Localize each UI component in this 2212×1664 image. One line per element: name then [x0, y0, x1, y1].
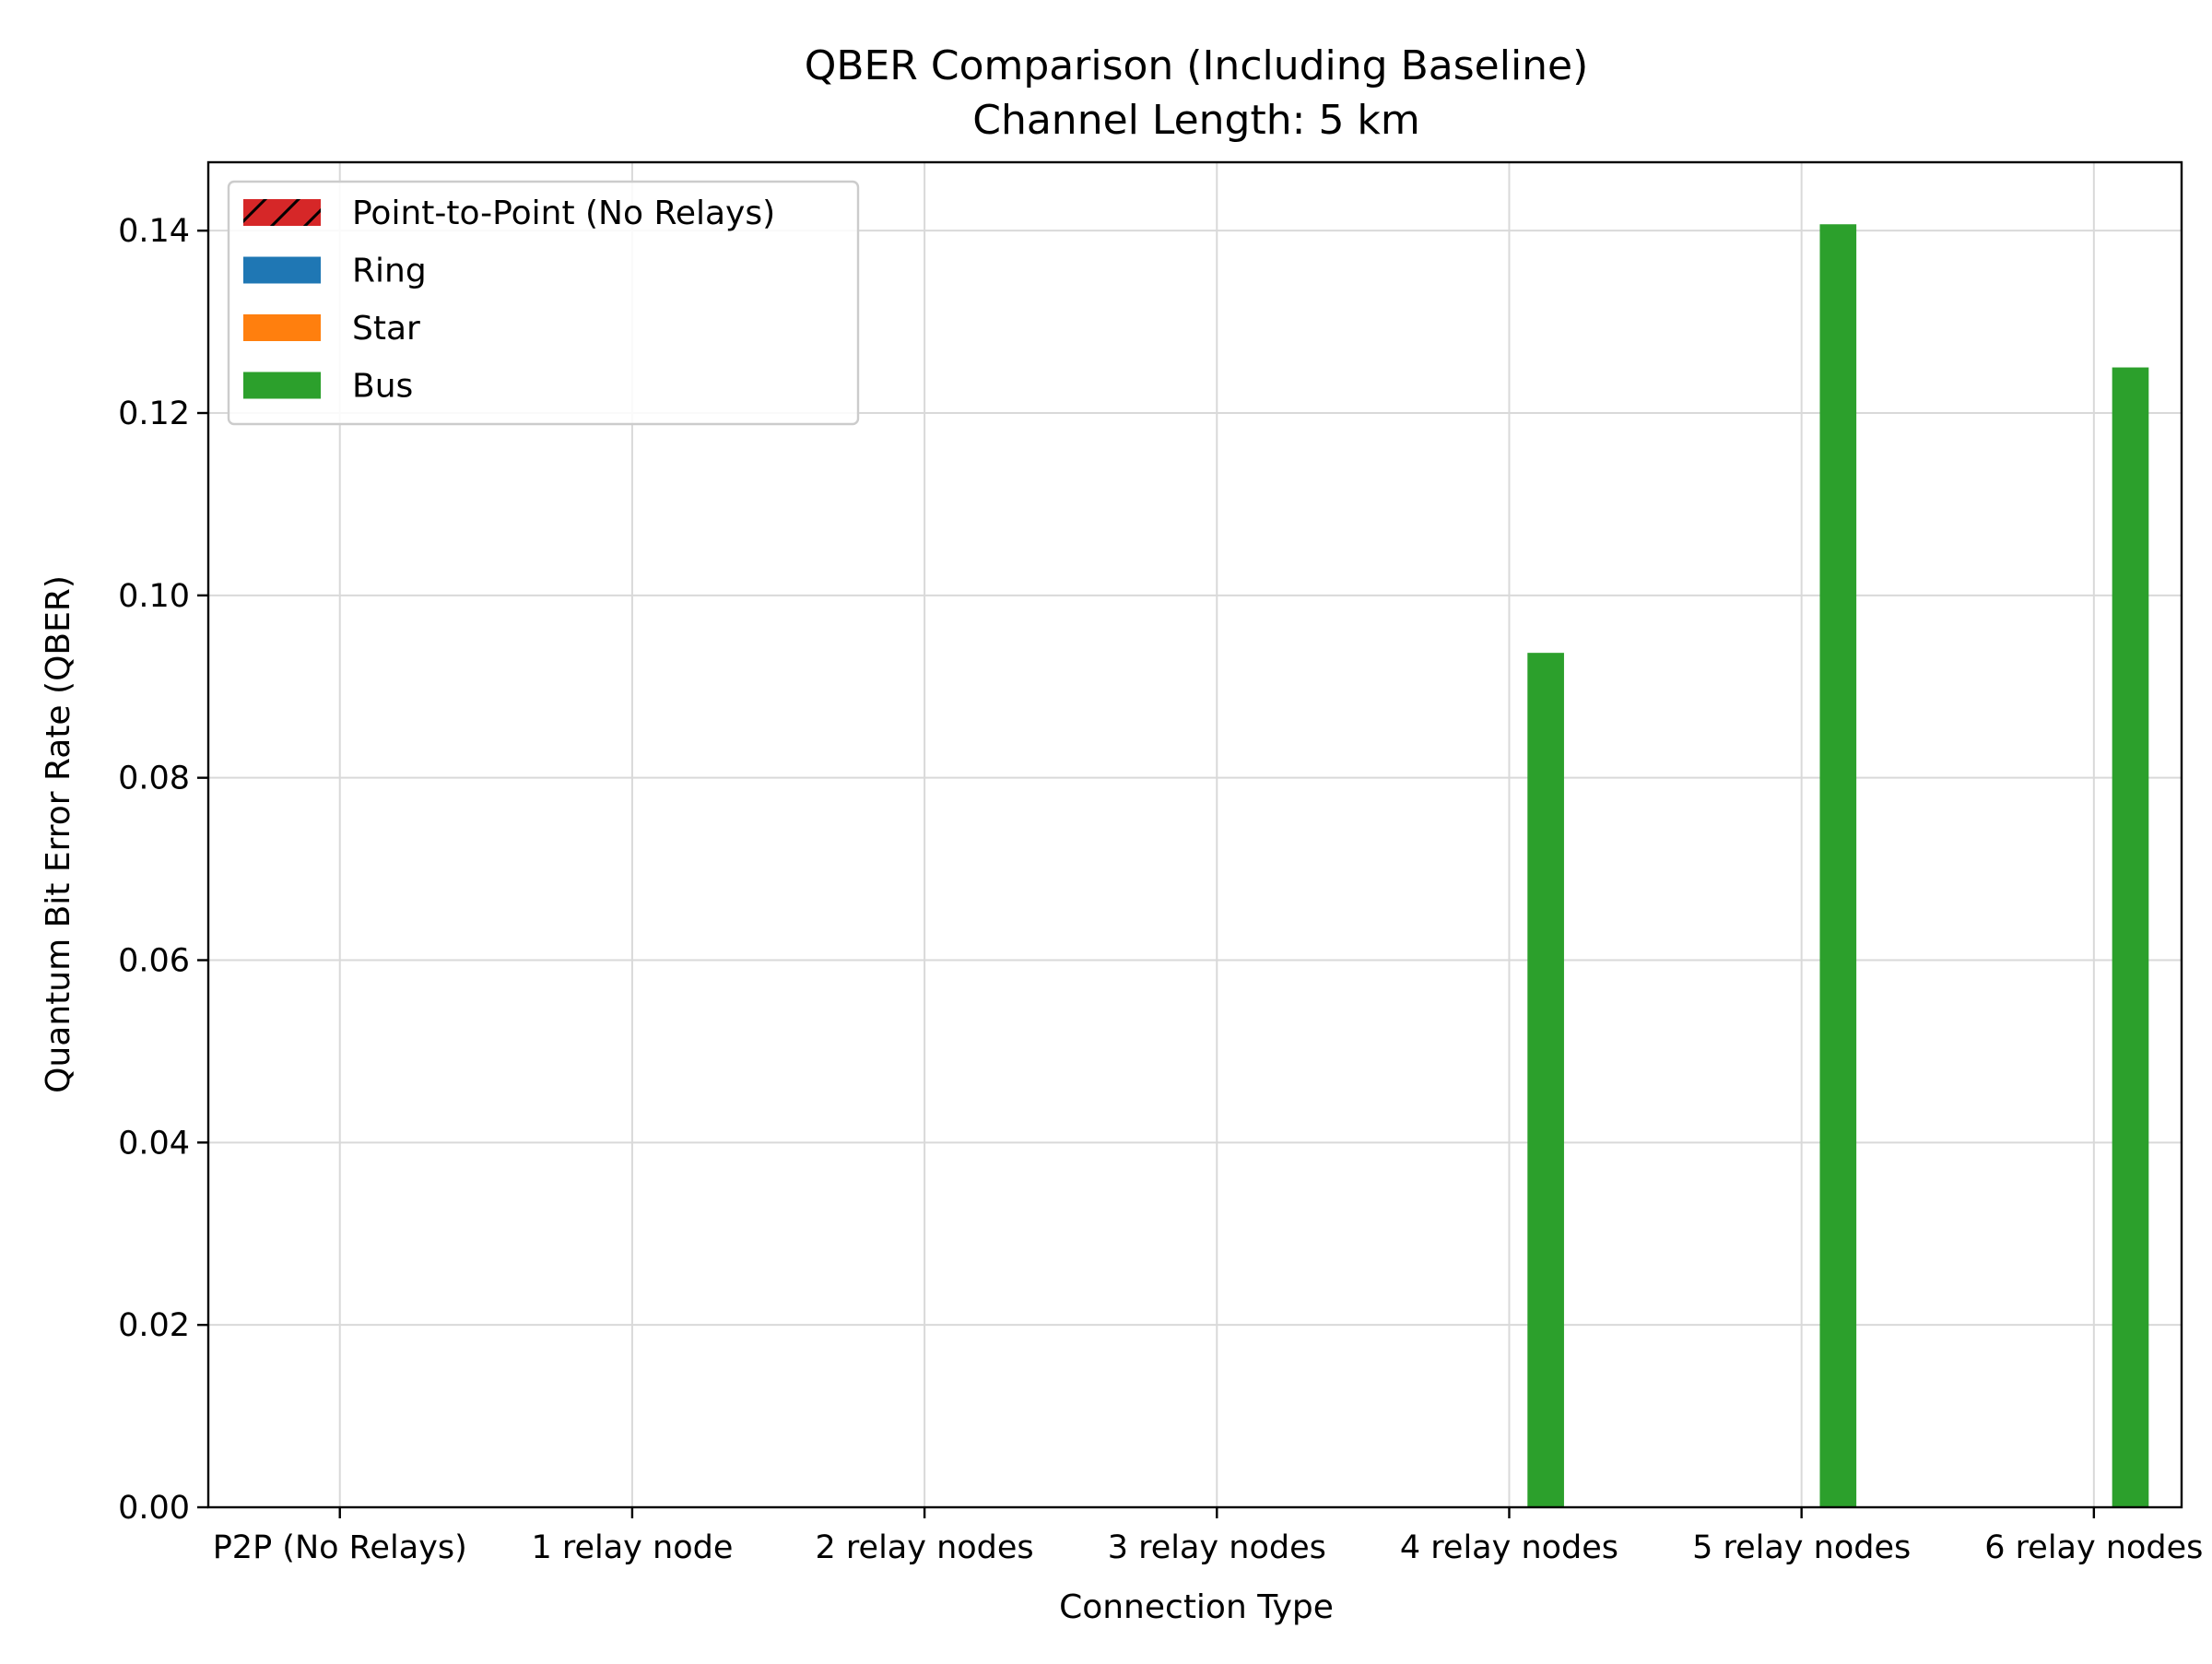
bar-bus-6: [2112, 367, 2149, 1507]
legend-swatch-ring: [243, 256, 321, 284]
legend-label: Star: [352, 310, 420, 348]
y-tick-label: 0.10: [118, 578, 190, 615]
chart-subtitle: Channel Length: 5 km: [972, 97, 1420, 144]
x-tick-label: P2P (No Relays): [213, 1529, 467, 1566]
x-tick-label: 1 relay node: [531, 1529, 733, 1566]
y-tick-label: 0.04: [118, 1125, 190, 1162]
bars: [1527, 224, 2149, 1508]
grid-lines: [208, 162, 2182, 1508]
y-tick-label: 0.12: [118, 395, 190, 432]
x-axis-label: Connection Type: [1059, 1588, 1334, 1626]
legend-label: Ring: [352, 253, 427, 290]
y-tick-label: 0.08: [118, 761, 190, 797]
x-tick-label: 5 relay nodes: [1692, 1529, 1911, 1566]
x-tick-label: 2 relay nodes: [816, 1529, 1034, 1566]
x-tick-label: 3 relay nodes: [1108, 1529, 1326, 1566]
y-axis-label: Quantum Bit Error Rate (QBER): [40, 575, 77, 1093]
legend-swatch-star: [243, 314, 321, 341]
bar-bus-4: [1527, 653, 1564, 1507]
legend-swatch-point-to-point-no-relays-: [243, 199, 321, 226]
y-tick-label: 0.06: [118, 943, 190, 980]
ticks: 0.00 0.02 0.04 0.06 0.08 0.10 0.12 0.14 P2P (No …: [118, 213, 2203, 1566]
legend-frame: [227, 180, 860, 426]
x-tick-label: 6 relay nodes: [1984, 1529, 2203, 1566]
y-tick-label: 0.14: [118, 213, 190, 250]
x-tick-label: 4 relay nodes: [1400, 1529, 1618, 1566]
legend: Point-to-Point (No Relays) Ring Star Bus: [227, 180, 860, 426]
bar-bus-5: [1819, 224, 1857, 1508]
y-tick-label: 0.00: [118, 1490, 190, 1527]
legend-label: Point-to-Point (No Relays): [352, 195, 775, 232]
plot-frame: [206, 160, 2183, 1509]
chart-title: QBER Comparison (Including Baseline): [805, 42, 1589, 89]
y-tick-label: 0.02: [118, 1307, 190, 1344]
legend-swatch-bus: [243, 372, 321, 399]
legend-label: Bus: [352, 368, 413, 406]
